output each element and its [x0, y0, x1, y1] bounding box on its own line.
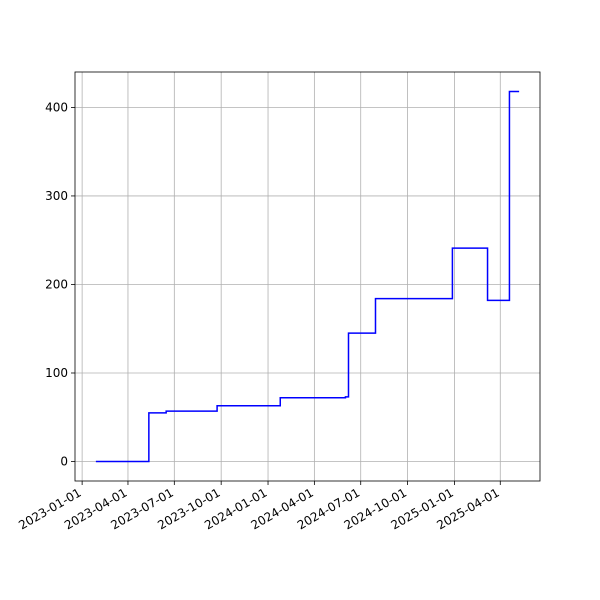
- plot-frame: [74, 71, 541, 482]
- y-tick-label: 200: [45, 277, 68, 291]
- y-tick-label: 300: [45, 189, 68, 203]
- y-tick-label: 400: [45, 100, 68, 114]
- y-tick-label: 100: [45, 366, 68, 380]
- line-series: [95, 90, 520, 463]
- y-tick-label: 0: [60, 455, 68, 469]
